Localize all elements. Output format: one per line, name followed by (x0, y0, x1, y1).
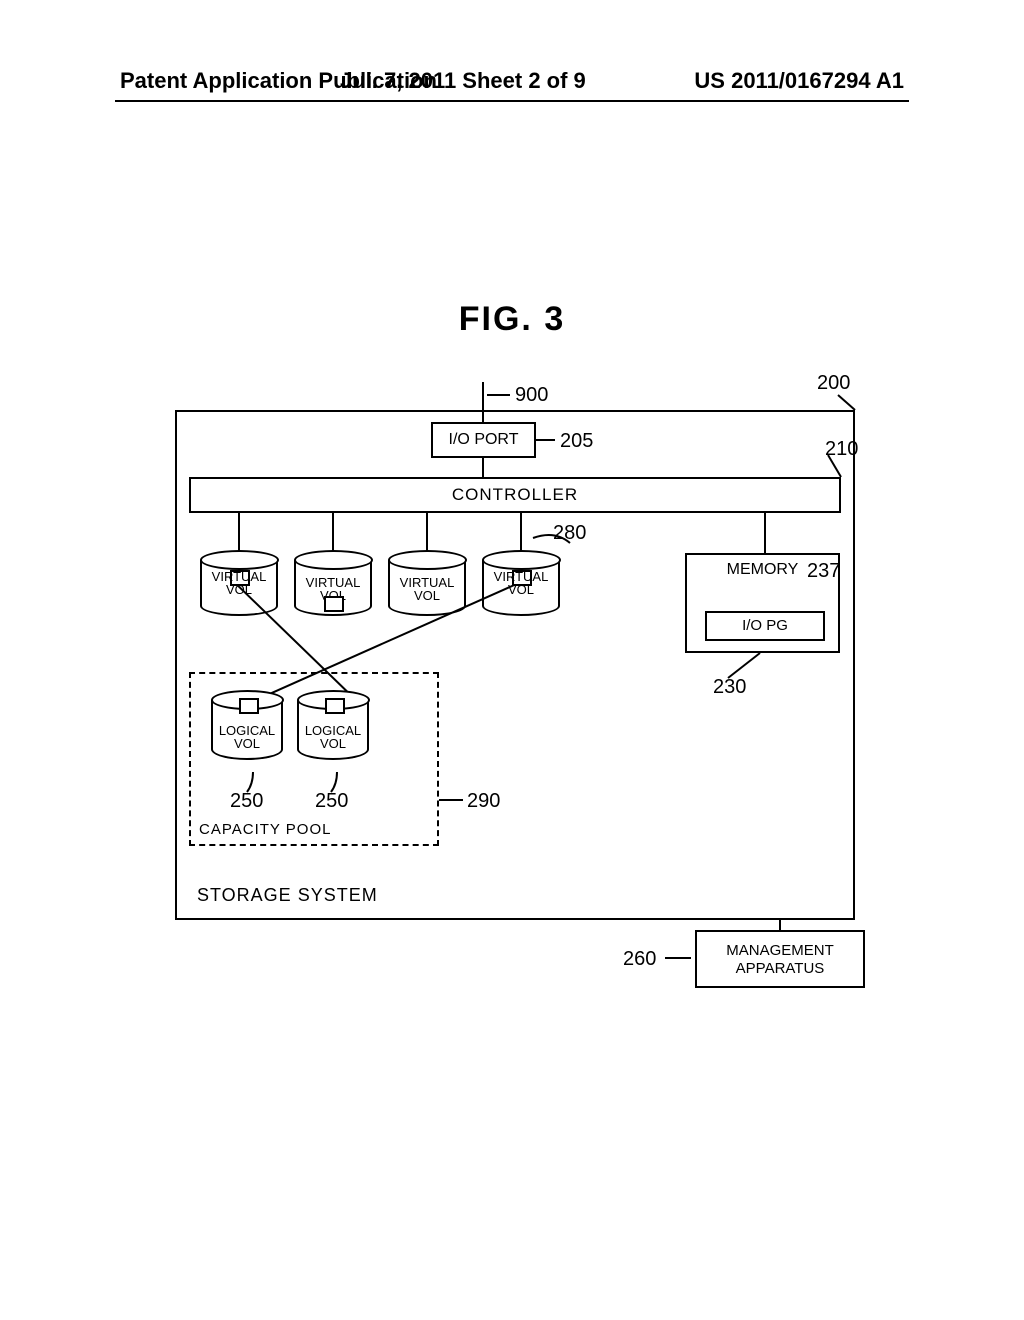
ref-237: 237 (807, 560, 840, 583)
io-pg-box: I/O PG (705, 611, 825, 641)
io-pg-label: I/O PG (742, 617, 788, 634)
ref-230: 230 (713, 676, 746, 699)
virtual-vol-2: VIRTUAL VOL (294, 560, 372, 616)
ref-290: 290 (467, 790, 500, 813)
ref-210: 210 (825, 438, 858, 461)
ref-900: 900 (515, 384, 548, 407)
header-rule (115, 100, 909, 102)
storage-system-label: STORAGE SYSTEM (197, 885, 378, 906)
logical-vol-1: LOGICAL VOL (211, 700, 283, 760)
ref-205: 205 (560, 430, 593, 453)
vvol3-l2: VOL (414, 588, 440, 603)
ref-260: 260 (623, 948, 656, 971)
vol-page-icon (325, 698, 345, 714)
lvol2-l2: VOL (320, 736, 346, 751)
virtual-vol-1: VIRTUAL VOL (200, 560, 278, 616)
management-apparatus-box: MANAGEMENT APPARATUS (695, 930, 865, 988)
diagram: STORAGE SYSTEM I/O PORT CONTROLLER MEMOR… (175, 360, 875, 990)
io-port-label: I/O PORT (449, 431, 519, 448)
io-port-box: I/O PORT (431, 422, 536, 458)
page-root: Patent Application Publication Jul. 7, 2… (0, 0, 1024, 1320)
virtual-vol-3: VIRTUAL VOL (388, 560, 466, 616)
controller-box: CONTROLLER (189, 477, 841, 513)
vvol1-l2: VOL (226, 582, 252, 597)
ref-200: 200 (817, 372, 850, 395)
controller-label: CONTROLLER (452, 485, 578, 504)
ref-280: 280 (553, 522, 586, 545)
vol-page-icon (324, 596, 344, 612)
logical-vol-2: LOGICAL VOL (297, 700, 369, 760)
vvol4-l2: VOL (508, 582, 534, 597)
ref-250a: 250 (230, 790, 263, 813)
mgmt-l2: APPARATUS (736, 960, 825, 977)
virtual-vol-4: VIRTUAL VOL (482, 560, 560, 616)
figure-title: FIG. 3 (0, 300, 1024, 339)
ref-250b: 250 (315, 790, 348, 813)
lvol1-l2: VOL (234, 736, 260, 751)
vol-page-icon (239, 698, 259, 714)
mgmt-l1: MANAGEMENT (726, 942, 834, 959)
header-right: US 2011/0167294 A1 (694, 68, 904, 94)
capacity-pool-label: CAPACITY POOL (199, 821, 331, 838)
header-center: Jul. 7, 2011 Sheet 2 of 9 (340, 68, 586, 94)
